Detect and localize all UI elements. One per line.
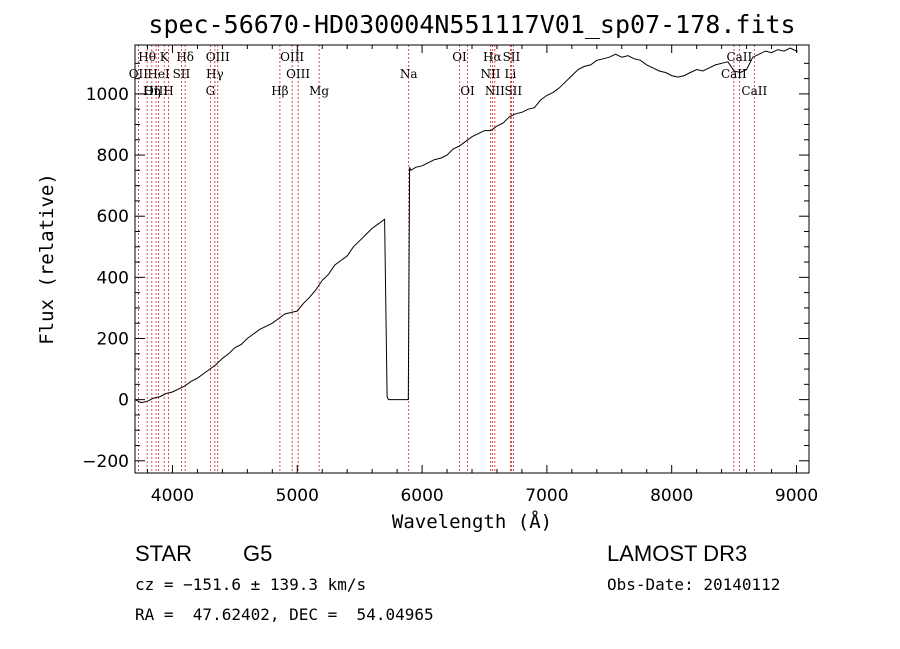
spectral-line-label: OI: [460, 84, 475, 98]
spectral-line-label: OI: [452, 50, 467, 64]
y-tick-label: −200: [82, 452, 129, 472]
spectral-line-label: Hδ: [176, 50, 194, 64]
spectral-line-label: Hγ: [206, 67, 224, 81]
spectral-line-label: OIII: [144, 84, 168, 98]
spectral-line-label: SII: [503, 50, 521, 64]
x-tick-label: 5000: [276, 486, 319, 506]
y-tick-label: 1000: [86, 85, 129, 105]
y-tick-label: 600: [97, 207, 129, 227]
x-tick-label: 7000: [525, 486, 568, 506]
x-tick-label: 4000: [151, 486, 194, 506]
y-tick-label: 400: [97, 268, 129, 288]
spectral-line-label: NII: [485, 84, 505, 98]
spectral-line-label: Hβ: [271, 84, 288, 98]
y-tick-label: 0: [118, 391, 129, 411]
spectral-line-label: K: [160, 50, 170, 64]
plot-frame: [134, 44, 810, 474]
spectral-line-label: OII: [129, 67, 149, 81]
spectral-line-label: Na: [400, 67, 418, 81]
spectral-line-label: Hα: [483, 50, 502, 64]
y-tick-label: 200: [97, 329, 129, 349]
redshift-text: cz = −151.6 ± 139.3 km/s: [135, 575, 367, 594]
spectral-line-label: CaII: [726, 50, 752, 64]
spectral-line-label: Li: [505, 67, 517, 81]
spectral-line-label: OIII: [280, 50, 304, 64]
spectral-line-label: HeI: [147, 67, 170, 81]
chart-title: spec-56670-HD030004N551117V01_sp07-178.f…: [148, 10, 795, 39]
x-axis: 4000 5000 6000 7000 8000 9000: [146, 45, 818, 506]
spectral-line-label: Hη: [143, 84, 161, 98]
survey-name: LAMOST DR3: [607, 541, 748, 566]
object-subclass: G5: [243, 541, 273, 566]
spectral-line-label: OIII: [206, 50, 230, 64]
obs-date-text: Obs-Date: 20140112: [607, 575, 781, 594]
object-class: STAR: [135, 541, 193, 566]
y-tick-label: 800: [97, 146, 129, 166]
x-tick-label: 9000: [775, 486, 818, 506]
spectrum-line: [134, 47, 798, 404]
spectral-line-label: OIII: [286, 67, 310, 81]
spectral-line-label: H: [163, 84, 173, 98]
spectral-line-label: NII: [480, 67, 500, 81]
spectral-line-label: G: [206, 84, 216, 98]
spectral-line-label: SII: [504, 84, 522, 98]
spectral-line-label: Hθ: [138, 50, 156, 64]
y-axis: −200 0 200 400 600 800 1000: [82, 62, 809, 472]
spectral-line-markers: [137, 45, 755, 473]
spectral-line-label: SII: [173, 67, 191, 81]
y-axis-label: Flux (relative): [36, 173, 58, 345]
x-tick-label: 8000: [650, 486, 693, 506]
x-tick-label: 6000: [400, 486, 443, 506]
x-axis-label: Wavelength (Å): [392, 510, 552, 533]
spectral-line-label: CaII: [741, 84, 767, 98]
spectral-line-label: Mg: [309, 84, 329, 98]
coords-text: RA = 47.62402, DEC = 54.04965: [135, 605, 434, 624]
spectral-line-label: CaII: [721, 67, 747, 81]
